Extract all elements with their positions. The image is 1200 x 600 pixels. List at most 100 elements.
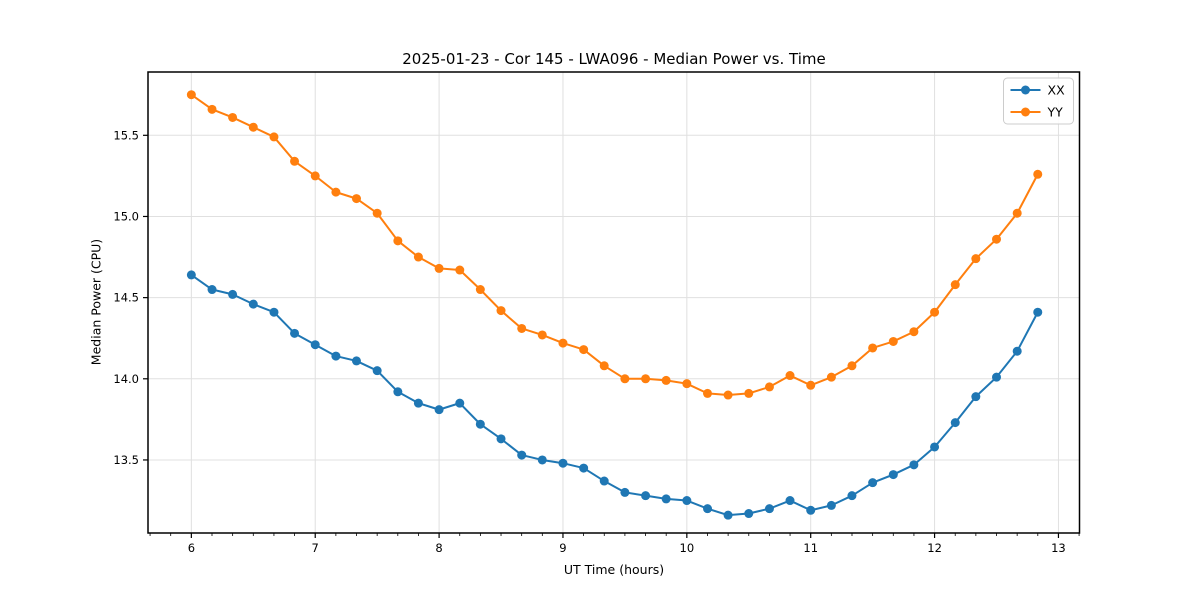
data-point-YY (661, 375, 671, 385)
data-point-YY (1012, 208, 1022, 218)
data-point-XX (1012, 346, 1022, 356)
data-point-YY (228, 112, 238, 122)
data-point-XX (930, 442, 940, 452)
data-point-YY (599, 361, 609, 371)
data-point-YY (455, 265, 465, 275)
x-tick-label: 9 (559, 541, 566, 555)
data-point-XX (372, 366, 382, 376)
data-point-XX (351, 356, 361, 366)
data-point-YY (723, 390, 733, 400)
data-point-XX (950, 418, 960, 428)
data-point-YY (682, 379, 692, 389)
data-point-XX (744, 509, 754, 519)
data-point-XX (413, 398, 423, 408)
data-point-YY (351, 194, 361, 204)
data-point-YY (434, 263, 444, 273)
data-point-XX (888, 470, 898, 480)
data-point-YY (207, 104, 217, 114)
data-point-YY (331, 187, 341, 197)
data-point-XX (661, 494, 671, 504)
data-point-XX (641, 491, 651, 501)
data-point-YY (868, 343, 878, 353)
data-point-YY (537, 330, 547, 340)
data-point-YY (641, 374, 651, 384)
data-point-XX (1033, 307, 1043, 317)
data-point-XX (971, 392, 981, 402)
data-point-YY (806, 380, 816, 390)
data-point-XX (992, 372, 1002, 382)
data-point-YY (496, 306, 506, 316)
legend-label-YY: YY (1047, 105, 1064, 120)
y-tick-label: 13.5 (113, 453, 139, 467)
x-tick-label: 7 (312, 541, 319, 555)
data-point-XX (909, 460, 919, 470)
data-point-YY (703, 388, 713, 398)
data-point-YY (764, 382, 774, 392)
data-point-XX (599, 476, 609, 486)
data-point-YY (1033, 169, 1043, 179)
data-point-XX (558, 458, 568, 468)
legend-swatch-marker-YY (1021, 107, 1030, 117)
data-point-YY (620, 374, 630, 384)
data-point-YY (826, 372, 836, 382)
data-point-XX (475, 419, 485, 429)
axes-spines (147, 71, 1081, 534)
data-point-YY (290, 156, 300, 166)
y-tick-label: 15.0 (113, 209, 139, 223)
data-point-XX (703, 504, 713, 514)
y-tick-label: 15.5 (113, 128, 139, 142)
data-point-YY (909, 327, 919, 337)
data-point-YY (744, 388, 754, 398)
x-tick-label: 12 (927, 541, 942, 555)
data-point-YY (413, 252, 423, 262)
data-point-XX (269, 307, 279, 317)
data-point-XX (847, 491, 857, 501)
data-point-XX (393, 387, 403, 397)
data-point-YY (888, 336, 898, 346)
data-point-YY (950, 280, 960, 290)
y-tick-label: 14.5 (113, 291, 139, 305)
data-point-XX (228, 289, 238, 299)
data-point-YY (517, 323, 527, 333)
data-point-YY (475, 285, 485, 295)
data-point-YY (579, 345, 589, 355)
data-point-XX (826, 500, 836, 510)
data-point-YY (930, 307, 940, 317)
data-point-YY (393, 236, 403, 246)
data-point-XX (579, 463, 589, 473)
data-point-YY (785, 371, 795, 381)
data-point-XX (785, 496, 795, 506)
x-tick-label: 10 (680, 541, 695, 555)
data-point-YY (269, 132, 279, 142)
x-axis-label: UT Time (hours) (563, 562, 665, 577)
data-point-XX (620, 487, 630, 497)
data-point-XX (310, 340, 320, 350)
data-point-XX (434, 405, 444, 415)
data-point-XX (248, 299, 258, 309)
data-point-XX (537, 455, 547, 465)
chart-title: 2025-01-23 - Cor 145 - LWA096 - Median P… (402, 50, 826, 68)
x-tick-label: 11 (803, 541, 818, 555)
y-tick-label: 14.0 (113, 372, 139, 386)
data-point-YY (971, 254, 981, 264)
data-point-XX (806, 505, 816, 515)
data-point-YY (248, 122, 258, 132)
x-tick-label: 13 (1051, 541, 1066, 555)
data-point-XX (764, 504, 774, 514)
data-point-YY (992, 234, 1002, 244)
data-point-XX (496, 434, 506, 444)
data-point-XX (331, 351, 341, 361)
data-point-XX (682, 496, 692, 506)
data-point-YY (186, 90, 196, 100)
data-point-YY (310, 171, 320, 181)
data-point-XX (723, 510, 733, 520)
data-point-XX (517, 450, 527, 460)
data-point-YY (372, 208, 382, 218)
data-point-XX (868, 478, 878, 488)
data-point-XX (455, 398, 465, 408)
data-point-YY (558, 338, 568, 348)
x-tick-label: 8 (435, 541, 442, 555)
legend-swatch-marker-XX (1021, 85, 1030, 95)
